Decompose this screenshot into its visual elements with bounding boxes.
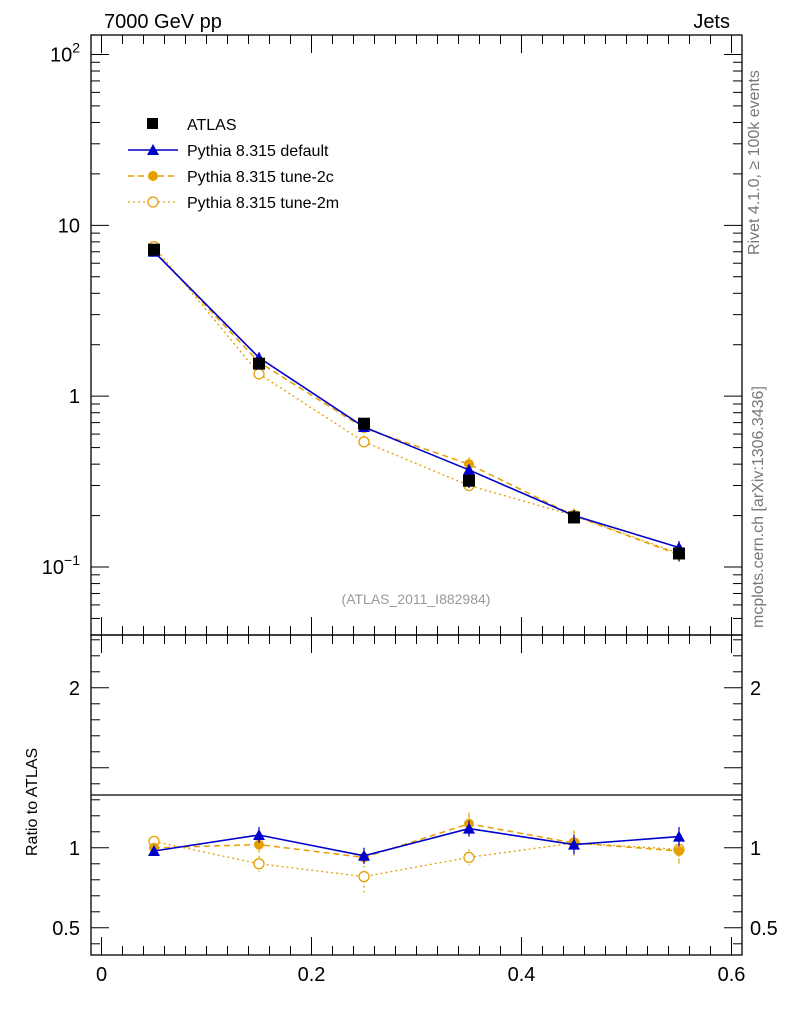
data-point-tune2m xyxy=(253,858,265,870)
series-line-tune2m xyxy=(153,246,680,555)
legend: ATLAS Pythia 8.315 default Pythia 8.315 … xyxy=(128,117,339,212)
legend-tune2c-marker xyxy=(148,171,158,181)
source-label: mcplots.cern.ch [arXiv:1306.3436] xyxy=(750,386,767,628)
data-point-default xyxy=(148,845,160,856)
series-line-tune2c xyxy=(153,250,680,556)
legend-tune2m-label: Pythia 8.315 tune-2m xyxy=(187,195,339,212)
data-point-default xyxy=(673,830,685,842)
ratio-y-tick-label-left: 2 xyxy=(69,678,80,700)
ratio-y-tick-label-left: 1 xyxy=(69,838,80,860)
ratio-x-axis: 0 0.2 0.4 0.6 xyxy=(96,635,745,986)
x-tick-label: 0.2 xyxy=(298,964,326,986)
main-x-axis xyxy=(101,35,732,635)
data-point-atlas xyxy=(673,547,685,560)
data-point-default xyxy=(253,829,265,840)
ratio-y-tick-label-right: 0.5 xyxy=(750,918,778,940)
data-point-tune2m xyxy=(463,851,475,864)
header-right-title: Jets xyxy=(693,11,730,33)
x-tick-label: 0 xyxy=(96,964,107,986)
series-line-tune2c xyxy=(153,823,680,859)
legend-default-marker xyxy=(147,144,159,155)
data-point-atlas xyxy=(358,417,370,430)
x-tick-label: 0.6 xyxy=(718,964,746,986)
legend-default-label: Pythia 8.315 default xyxy=(187,143,329,160)
data-point-default xyxy=(463,822,475,834)
data-point-tune2m xyxy=(253,368,265,380)
main-y-tick-label: 10−1 xyxy=(42,552,80,579)
analysis-label: (ATLAS_2011_I882984) xyxy=(342,591,491,607)
ratio-y-tick-label-right: 1 xyxy=(750,838,761,860)
data-point-atlas xyxy=(568,511,580,524)
ratio-y-tick-label-left: 0.5 xyxy=(52,918,80,940)
legend-atlas-marker xyxy=(147,118,158,129)
ratio-y-axis: 2 2 1 1 0.5 0.5 xyxy=(52,639,778,945)
ratio-y-axis-label: Ratio to ATLAS xyxy=(24,748,41,856)
data-point-tune2c xyxy=(674,846,684,856)
data-point-default xyxy=(463,463,475,475)
data-point-tune2m xyxy=(358,870,370,883)
data-point-tune2m xyxy=(358,436,370,448)
data-point-atlas xyxy=(463,474,475,487)
ratio-panel: 2 2 1 1 0.5 0.5 0 0.2 0.4 0.6 xyxy=(52,634,778,986)
main-y-tick-label: 102 xyxy=(50,39,80,66)
data-point-default xyxy=(568,838,580,850)
ratio-series-group xyxy=(148,812,685,893)
data-point-default xyxy=(358,849,370,861)
main-y-tick-label: 10 xyxy=(58,215,80,237)
legend-tune2c-label: Pythia 8.315 tune-2c xyxy=(187,169,334,186)
x-tick-label: 0.4 xyxy=(508,964,536,986)
main-panel: 102 10 1 10−1 xyxy=(42,34,743,636)
series-line-default xyxy=(153,827,680,857)
series-line-default xyxy=(153,251,680,549)
rivet-version-label: Rivet 4.1.0, ≥ 100k events xyxy=(746,70,763,255)
data-point-tune2c xyxy=(254,839,264,850)
legend-tune2m-marker xyxy=(147,196,159,208)
legend-atlas-label: ATLAS xyxy=(187,117,237,134)
series-line-tune2m xyxy=(153,840,680,878)
header-left-title: 7000 GeV pp xyxy=(104,11,222,33)
main-y-tick-label: 1 xyxy=(69,386,80,408)
main-y-axis: 102 10 1 10−1 xyxy=(42,39,742,636)
main-series-group xyxy=(148,241,685,565)
data-point-atlas xyxy=(148,243,160,256)
ratio-y-tick-label-right: 2 xyxy=(750,678,761,700)
data-point-atlas xyxy=(253,357,265,370)
